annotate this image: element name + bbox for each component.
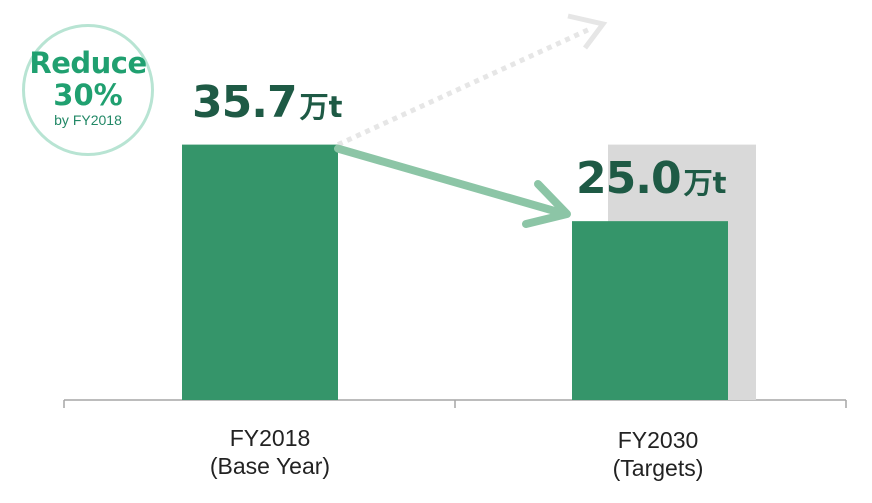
dotted-arrow-head [567, 13, 608, 50]
x-tick-label-line: (Targets) [612, 455, 704, 481]
bars [182, 144, 728, 400]
value-number: 35.7 [192, 76, 298, 128]
value-number: 25.0 [576, 153, 682, 205]
value-label-fy2018: 35.7 万t [192, 77, 342, 128]
x-tick-label-line: (Base Year) [209, 453, 331, 479]
x-tick-label-line: FY2030 [617, 427, 699, 453]
bar-fy2018 [182, 144, 338, 400]
reduction-badge: Reduce 30% by FY2018 [22, 24, 154, 156]
badge-line-by-year: by FY2018 [54, 112, 122, 128]
reduction-arrow [334, 144, 569, 218]
dotted-trend-arrow [336, 25, 594, 147]
x-tick-label-fy2018: FY2018 (Base Year) [120, 424, 420, 480]
reduction-arrow-head [522, 180, 571, 228]
badge-line-percent: 30% [53, 78, 123, 112]
x-tick-label-fy2030: FY2030 (Targets) [508, 426, 808, 482]
bar-fy2030 [572, 221, 728, 400]
value-unit: 万t [683, 166, 727, 201]
value-label-fy2030: 25.0 万t [576, 153, 726, 204]
x-axis [63, 399, 847, 408]
value-unit: 万t [299, 89, 343, 124]
badge-line-reduce: Reduce [29, 46, 147, 80]
x-tick-label-line: FY2018 [229, 425, 311, 451]
arrows [334, 13, 608, 228]
